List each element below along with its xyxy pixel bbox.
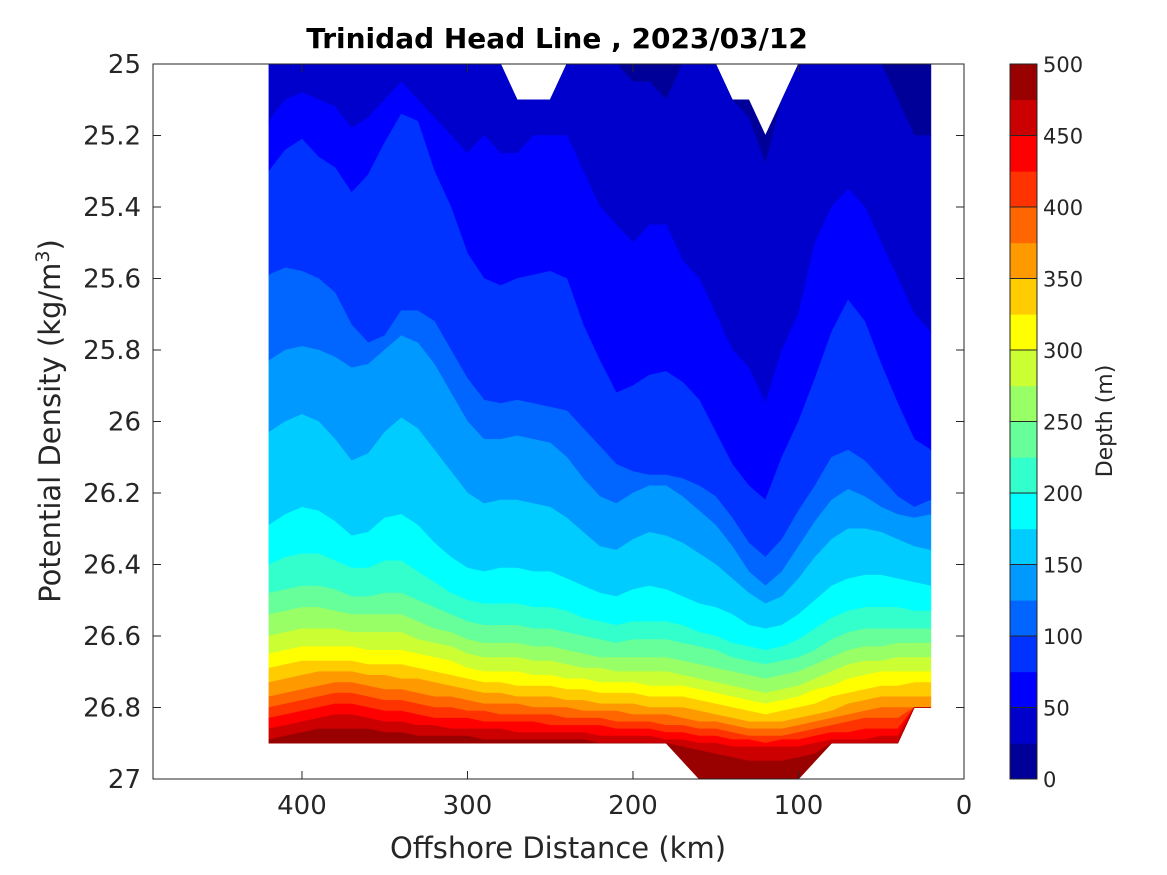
y-tick-label: 26.6 (83, 622, 141, 652)
y-axis-label-superscript: 3 (32, 250, 54, 262)
colorbar-tick-label: 200 (1043, 482, 1083, 506)
colorbar-swatch (1010, 350, 1037, 387)
colorbar-tick-label: 500 (1043, 53, 1083, 77)
colorbar-swatch (1010, 99, 1037, 136)
y-tick-label: 25.2 (83, 122, 141, 152)
y-tick-label: 26.2 (83, 479, 141, 509)
contour-band-0-25 (268, 64, 932, 166)
colorbar-tick-label: 450 (1043, 125, 1083, 149)
colorbar-swatch (1010, 421, 1037, 458)
colorbar-tick-label: 50 (1043, 697, 1070, 721)
colorbar-tick-label: 0 (1043, 768, 1056, 792)
colorbar-tick-label: 350 (1043, 268, 1083, 292)
colorbar-swatch (1010, 493, 1037, 530)
colorbar-tick-label: 400 (1043, 196, 1083, 220)
chart-title: Trinidad Head Line , 2023/03/12 (306, 22, 808, 55)
y-tick-label: 26.4 (83, 551, 141, 581)
x-tick-label: 300 (443, 791, 493, 821)
colorbar (1009, 63, 1038, 780)
y-axis-label-main: Potential Density (kg/m (33, 263, 67, 603)
colorbar-swatch (1010, 636, 1037, 673)
colorbar-swatch (1010, 528, 1037, 565)
colorbar-swatch (1010, 564, 1037, 601)
colorbar-swatch (1010, 385, 1037, 422)
y-tick-label: 25.4 (83, 193, 141, 223)
y-tick-label: 25.8 (83, 336, 141, 366)
y-tick-label: 25 (108, 50, 141, 80)
colorbar-swatch (1010, 314, 1037, 351)
y-tick-label: 25.6 (83, 265, 141, 295)
y-axis-label-tail: ) (33, 239, 67, 250)
colorbar-swatch (1010, 278, 1037, 315)
colorbar-tick-label: 250 (1043, 411, 1083, 435)
x-tick-label: 100 (774, 791, 824, 821)
colorbar-label: Depth (m) (1093, 365, 1118, 478)
x-axis-label: Offshore Distance (km) (390, 831, 726, 865)
y-tick-label: 26.8 (83, 694, 141, 724)
colorbar-swatch (1010, 242, 1037, 279)
colorbar-swatch (1010, 743, 1037, 780)
colorbar-swatch (1010, 457, 1037, 494)
colorbar-swatch (1010, 600, 1037, 637)
x-axis-ticks: 400 300 200 100 0 (277, 64, 972, 821)
contour-band-475-500 (268, 707, 931, 779)
y-axis-ticks: 25 25.2 25.4 25.6 25.8 26 26.2 26.4 26.6 26.8 27 (83, 50, 964, 795)
colorbar-swatch (1010, 135, 1037, 172)
colorbar-tick-label: 150 (1043, 554, 1083, 578)
y-axis-label: Potential Density (kg/m3) (32, 239, 67, 603)
y-tick-label: 27 (108, 765, 141, 795)
colorbar-ticks: 0 50 100 150 200 250 300 350 400 450 500 (1010, 53, 1083, 792)
colorbar-swatch (1010, 707, 1037, 744)
colorbar-tick-label: 100 (1043, 625, 1083, 649)
colorbar-swatch (1010, 207, 1037, 244)
y-tick-label: 26 (108, 408, 141, 438)
contour-fill-layer (268, 64, 932, 779)
x-tick-label: 200 (608, 791, 658, 821)
colorbar-swatch (1010, 64, 1037, 101)
colorbar-swatch (1010, 671, 1037, 708)
x-tick-label: 400 (277, 791, 327, 821)
colorbar-swatch (1010, 171, 1037, 208)
colorbar-tick-label: 300 (1043, 339, 1083, 363)
x-tick-label: 0 (956, 791, 973, 821)
